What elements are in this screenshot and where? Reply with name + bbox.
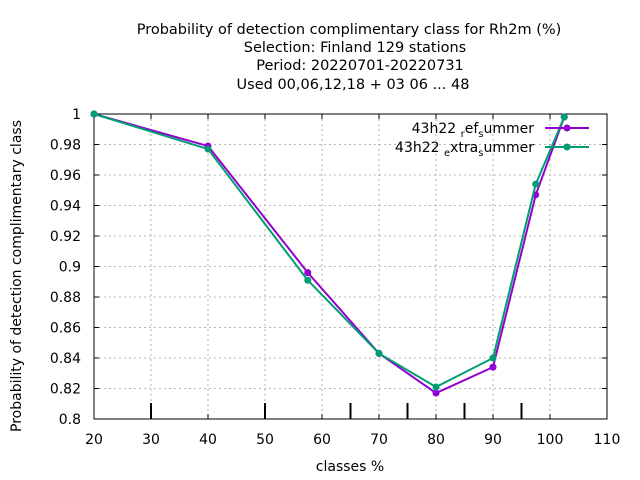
chart-title-line-3: Period: 20220701-20220731 (256, 58, 464, 74)
series-layer (90, 110, 568, 397)
y-tick-label: 0.94 (50, 199, 81, 215)
legend-subscript: r (461, 129, 466, 140)
data-point (432, 383, 440, 391)
legend-label: 43h22 extrasummer (395, 140, 534, 159)
series-line (93, 113, 566, 388)
legend-text-part: ef (465, 121, 480, 137)
y-tick-label: 0.82 (50, 382, 81, 398)
chart-title-line-4: Used 00,06,12,18 + 03 06 ... 48 (237, 77, 470, 93)
y-axis-ticks: 0.8 0.82 0.84 0.86 0.88 0.9 0.92 0.94 0.96 0.98 1 (50, 107, 607, 428)
x-tick-label: 20 (85, 432, 103, 448)
legend-entry-2: 43h22 extrasummer (395, 140, 589, 159)
data-point (432, 389, 440, 397)
x-axis-ticks: 20 30 40 50 60 70 80 90 100 110 (85, 114, 620, 448)
legend-marker (563, 124, 571, 132)
x-tick-label: 30 (142, 432, 160, 448)
x-tick-label: 60 (313, 432, 331, 448)
y-tick-label: 0.84 (50, 351, 81, 367)
x-tick-label: 100 (537, 432, 564, 448)
series-2 (90, 110, 568, 391)
legend-text-part: xtra (450, 140, 478, 156)
plot-frame (93, 113, 608, 420)
x-tick-label: 80 (427, 432, 445, 448)
chart-title: Probability of detection complimentary c… (137, 22, 562, 93)
x-tick-label: 90 (484, 432, 502, 448)
data-point (304, 269, 312, 277)
legend-text-part: ummer (483, 140, 534, 156)
y-tick-label: 1 (72, 107, 81, 123)
y-tick-label: 0.88 (50, 290, 81, 306)
legend-subscript: s (478, 129, 483, 140)
legend-text-part: 43h22 (412, 121, 461, 137)
y-tick-label: 0.96 (50, 168, 81, 184)
x-tick-label: 70 (370, 432, 388, 448)
x-axis-label: classes % (316, 459, 384, 475)
legend-subscript: s (478, 148, 483, 159)
data-point (204, 145, 212, 153)
data-point (532, 180, 540, 188)
x-tick-label: 50 (256, 432, 274, 448)
x-tick-label: 110 (594, 432, 621, 448)
class-markers (150, 403, 523, 419)
y-axis-label: Probability of detection complimentary c… (9, 120, 25, 432)
y-tick-label: 0.86 (50, 321, 81, 337)
data-point (489, 363, 497, 371)
legend-marker (563, 143, 571, 151)
x-tick-label: 40 (199, 432, 217, 448)
data-point (90, 110, 98, 118)
chart-title-line-1: Probability of detection complimentary c… (137, 22, 562, 38)
data-point (489, 354, 497, 362)
legend-subscript: e (444, 148, 450, 159)
y-tick-label: 0.8 (59, 412, 81, 428)
series-line (93, 113, 566, 395)
y-tick-label: 0.98 (50, 138, 81, 154)
legend-label: 43h22 refsummer (412, 121, 535, 140)
data-point (375, 349, 383, 357)
y-tick-label: 0.9 (59, 260, 81, 276)
grid (94, 114, 607, 419)
data-point (560, 113, 568, 121)
legend-entry-1: 43h22 refsummer (412, 121, 589, 140)
data-point (304, 276, 312, 284)
y-tick-label: 0.92 (50, 229, 81, 245)
legend-text-part: 43h22 (395, 140, 444, 156)
legend-text-part: ummer (483, 121, 534, 137)
chart-title-line-2: Selection: Finland 129 stations (244, 40, 466, 56)
